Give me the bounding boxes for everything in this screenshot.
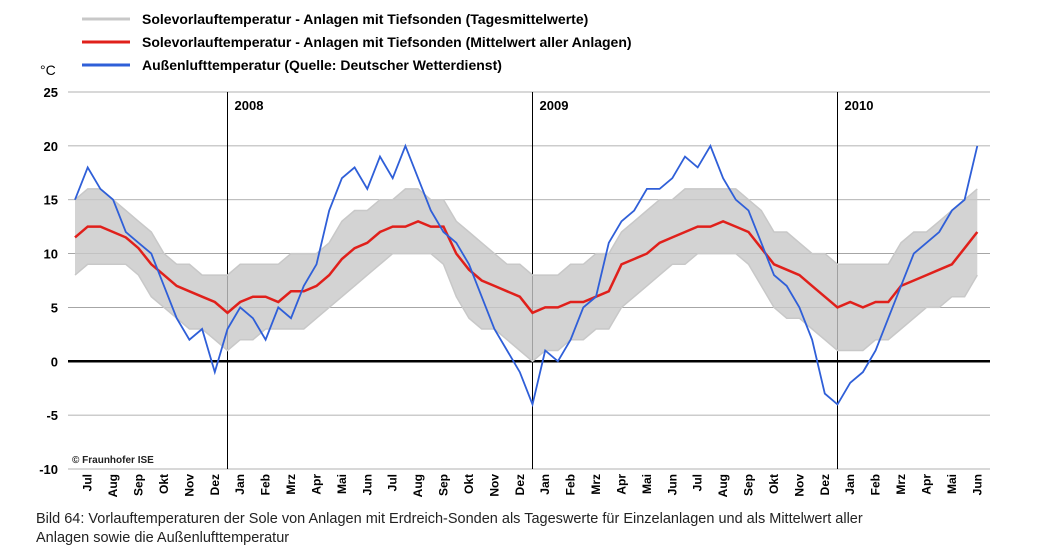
x-tick-label: Okt: [767, 474, 781, 494]
x-tick-label: Nov: [182, 474, 196, 497]
x-tick-label: Jul: [386, 474, 400, 491]
x-tick-label: Nov: [792, 474, 806, 497]
x-tick-label: Okt: [157, 474, 171, 494]
legend-label: Solevorlauftemperatur - Anlagen mit Tief…: [142, 11, 588, 27]
x-tick-label: Apr: [919, 474, 933, 495]
x-tick-label: Jun: [665, 474, 679, 495]
band-area: [75, 188, 978, 362]
x-tick-label: Sep: [742, 474, 756, 496]
x-tick-label: Mai: [640, 474, 654, 494]
x-tick-label: Jul: [81, 474, 95, 491]
x-tick-label: Aug: [411, 474, 425, 497]
y-tick-label: 25: [44, 85, 58, 100]
y-tick-label: 20: [44, 139, 58, 154]
x-tick-label: Sep: [437, 474, 451, 496]
x-tick-label: Nov: [487, 474, 501, 497]
x-tick-label: Dez: [208, 474, 222, 495]
x-tick-label: Aug: [716, 474, 730, 497]
x-tick-label: Apr: [309, 474, 323, 495]
x-tick-label: Sep: [132, 474, 146, 496]
caption-line: Anlagen sowie die Außenlufttemperatur: [36, 530, 290, 546]
x-tick-label: Dez: [513, 474, 527, 495]
y-unit: °C: [40, 62, 56, 78]
year-label: 2010: [845, 98, 874, 113]
x-tick-label: Jul: [691, 474, 705, 491]
x-tick-label: Mrz: [894, 474, 908, 495]
x-tick-label: Feb: [259, 474, 273, 495]
x-tick-label: Jun: [970, 474, 984, 495]
copyright: © Fraunhofer ISE: [72, 455, 154, 466]
x-tick-label: Jan: [538, 474, 552, 495]
chart: °C © Fraunhofer ISE -10 -5 0 5 10 15 20 25 2008 2…: [39, 11, 990, 497]
y-tick-label: 10: [44, 247, 58, 262]
y-tick-label: -10: [39, 462, 58, 477]
band-line: [74, 252, 978, 363]
x-tick-label: Jun: [360, 474, 374, 495]
x-tick-label: Mrz: [284, 474, 298, 495]
legend-label: Solevorlauftemperatur - Anlagen mit Tief…: [142, 34, 632, 50]
x-tick-label: Mai: [335, 474, 349, 494]
y-tick-label: -5: [46, 408, 58, 423]
legend-label: Außenlufttemperatur (Quelle: Deutscher W…: [142, 57, 502, 73]
caption: Bild 64: Vorlauftemperaturen der Sole vo…: [36, 510, 863, 548]
x-tick-label: Apr: [614, 474, 628, 495]
x-tick-label: Feb: [869, 474, 883, 495]
series-line: [74, 143, 979, 408]
band-line: [74, 188, 978, 276]
year-label: 2009: [540, 98, 569, 113]
x-tick-label: Mrz: [589, 474, 603, 495]
x-tick-label: Aug: [106, 474, 120, 497]
x-tick-label: Jan: [843, 474, 857, 495]
x-tick-label: Jan: [233, 474, 247, 495]
year-label: 2008: [235, 98, 264, 113]
y-tick-label: 0: [51, 354, 58, 369]
x-tick-label: Feb: [564, 474, 578, 495]
series-line: [74, 219, 979, 315]
caption-line: Bild 64: Vorlauftemperaturen der Sole vo…: [36, 511, 863, 527]
x-tick-label: Mai: [945, 474, 959, 494]
y-tick-label: 15: [44, 193, 58, 208]
x-tick-label: Dez: [818, 474, 832, 495]
x-tick-label: Okt: [462, 474, 476, 494]
y-tick-label: 5: [51, 300, 58, 315]
